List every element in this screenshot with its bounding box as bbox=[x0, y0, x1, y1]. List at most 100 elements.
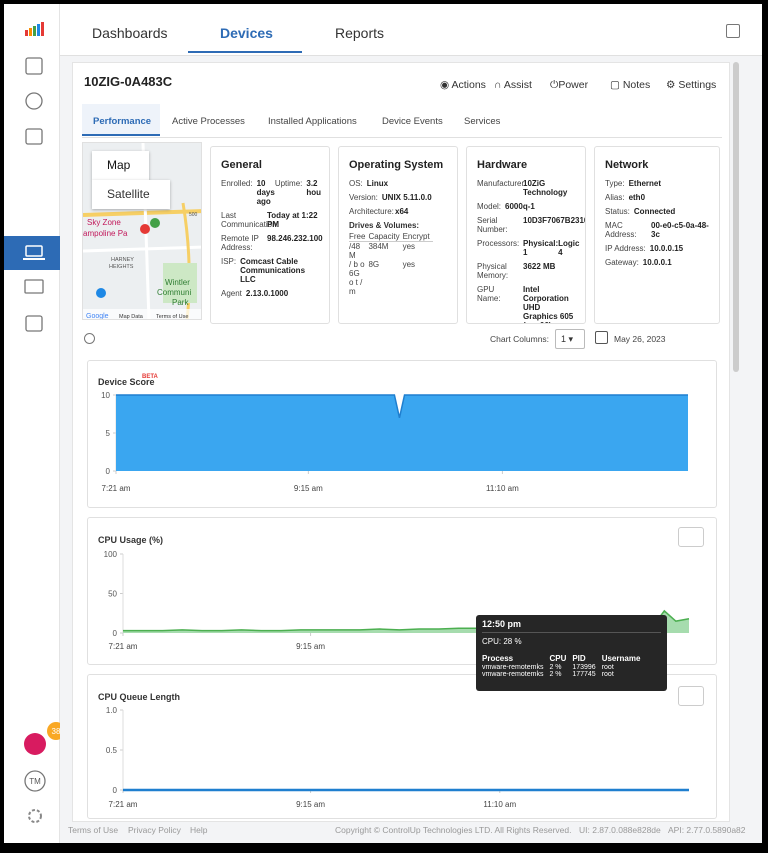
chart-card: Device Score BETA 0 5 10 7:21 am 9:15 am 11:10 … bbox=[87, 360, 717, 508]
drives-cell: yes bbox=[402, 260, 416, 269]
scrollbar[interactable] bbox=[733, 62, 739, 372]
tooltip-table: Process CPU PID Username vmware-remotemks 2 %… bbox=[482, 654, 646, 678]
nav-icon[interactable] bbox=[25, 57, 43, 75]
nav-icon[interactable] bbox=[25, 315, 43, 332]
info-label: Model: bbox=[477, 202, 502, 211]
subtab[interactable]: Services bbox=[464, 116, 501, 127]
tooltip-header-cell: Username bbox=[601, 654, 641, 663]
map-type-button[interactable]: Satellite bbox=[92, 180, 170, 209]
info-row: Enrolled: 10 days ago Uptime: 3.2 hou bbox=[221, 179, 321, 206]
tooltip-header-cell: CPU bbox=[549, 654, 567, 663]
action-label: Assist bbox=[503, 79, 532, 91]
y-tick-label: 100 bbox=[104, 550, 118, 559]
info-value: 10.0.0.15 bbox=[649, 244, 684, 253]
info-value: 00-e0-c5-0a-48-3c bbox=[651, 221, 709, 239]
info-value: 98.246.232.100 bbox=[267, 234, 323, 243]
info-label: Processors: bbox=[477, 239, 520, 248]
info-row: Gateway: 10.0.0.1 bbox=[605, 258, 711, 267]
info-label: Uptime: bbox=[274, 179, 303, 188]
chart-title: Device Score bbox=[98, 377, 155, 387]
layout-icon[interactable] bbox=[726, 24, 740, 38]
alert-button[interactable] bbox=[678, 527, 704, 547]
top-nav bbox=[60, 4, 762, 56]
tooltip-cell: vmware-remotemks bbox=[482, 664, 544, 671]
road-sign: 500 bbox=[189, 212, 198, 218]
map-label: Sky Zone bbox=[87, 218, 121, 227]
info-label: GPU Name: bbox=[477, 285, 501, 303]
map-label: HARNEY bbox=[111, 257, 134, 263]
drives-header-cell: Capacity bbox=[368, 232, 403, 242]
info-label: Version: bbox=[349, 193, 378, 202]
subtab-active[interactable]: Performance bbox=[93, 116, 152, 127]
info-value: Connected bbox=[633, 207, 676, 216]
action[interactable]: ∩ Assist bbox=[494, 79, 532, 91]
subtab[interactable]: Active Processes bbox=[172, 116, 245, 127]
info-value: Intel Corporation UHD Graphics 605 (rev … bbox=[523, 285, 574, 323]
map[interactable]: Sky Zone ampoline Pa HARNEY HEIGHTS Wint… bbox=[82, 142, 202, 320]
info-label: Architecture: bbox=[349, 207, 394, 216]
tooltip-cell: root bbox=[601, 664, 614, 671]
active-nav[interactable] bbox=[4, 236, 60, 270]
subtab-divider bbox=[82, 137, 722, 138]
action[interactable]: ▢ Notes bbox=[610, 79, 651, 91]
date[interactable]: May 26, 2023 bbox=[614, 334, 666, 344]
y-tick-label: 1.0 bbox=[106, 706, 118, 715]
info-row: Physical Memory: 3622 MB bbox=[477, 262, 577, 280]
info-label: Last Communication: bbox=[221, 211, 279, 229]
nav-tab-active[interactable]: Devices bbox=[220, 25, 273, 41]
avatar[interactable] bbox=[24, 770, 46, 792]
info-value: eth0 bbox=[628, 193, 646, 202]
notifications-icon[interactable] bbox=[24, 733, 46, 755]
info-value: Ethernet bbox=[628, 179, 662, 188]
tab-underline bbox=[188, 51, 302, 53]
card-title: Operating System bbox=[349, 159, 444, 171]
info-label: Physical Memory: bbox=[477, 262, 509, 280]
beta-badge: BETA bbox=[142, 374, 159, 380]
footer-link[interactable]: Terms of Use bbox=[68, 825, 119, 835]
pin bbox=[140, 224, 150, 234]
tooltip-cell: 173996 bbox=[572, 664, 596, 671]
drives-header: Free Capacity Encrypt bbox=[349, 232, 433, 242]
columns-value: 1 bbox=[561, 334, 567, 344]
subtab[interactable]: Installed Applications bbox=[268, 116, 357, 127]
nav-tab[interactable]: Dashboards bbox=[92, 25, 168, 41]
settings-icon[interactable] bbox=[28, 809, 42, 823]
x-tick-label: 9:15 am bbox=[296, 800, 325, 809]
tooltip-cell: 2 % bbox=[549, 671, 562, 678]
info-row: Type: Ethernet bbox=[605, 179, 711, 188]
devices-icon bbox=[25, 245, 43, 257]
action[interactable]: ◉ Actions bbox=[440, 79, 486, 91]
info-value: x64 bbox=[395, 207, 409, 216]
tooltip-summary: CPU: 28 % bbox=[482, 637, 522, 646]
footer-link[interactable]: Help bbox=[190, 825, 208, 835]
footer-link[interactable]: Privacy Policy bbox=[128, 825, 181, 835]
info-value: 10ZiG Technology bbox=[523, 179, 568, 197]
info-label: Remote IP Address: bbox=[221, 234, 259, 252]
info-label: IP Address: bbox=[605, 244, 646, 253]
columns-select[interactable]: 1 ▾ bbox=[555, 329, 585, 349]
alert-button[interactable] bbox=[678, 686, 704, 706]
action[interactable]: ⚙ Settings bbox=[666, 79, 717, 91]
calendar-icon[interactable] bbox=[595, 331, 608, 344]
x-tick-label: 7:21 am bbox=[109, 800, 138, 809]
card-title: Network bbox=[605, 159, 649, 171]
info-icon[interactable] bbox=[84, 333, 95, 344]
info-row: Remote IP Address: 98.246.232.100 bbox=[221, 234, 323, 252]
map-footer-text[interactable]: Terms of Use bbox=[156, 314, 188, 320]
info-label: MAC Address: bbox=[605, 221, 637, 239]
info-value: 2.13.0.1000 bbox=[245, 289, 289, 298]
nav-icon[interactable] bbox=[25, 128, 43, 145]
nav-icon[interactable] bbox=[25, 92, 43, 110]
nav-icon[interactable] bbox=[24, 279, 44, 294]
drives-table: Free Capacity Encrypt/48M 384M yes / b o6G o … bbox=[349, 232, 433, 296]
x-tick-label: 7:21 am bbox=[102, 484, 131, 493]
action[interactable]: ⏻Power bbox=[550, 79, 589, 91]
drives-cell: 8G bbox=[368, 260, 380, 269]
chart-card: CPU Queue Length 0 0.5 1.0 7:21 am 9:15 am 11:… bbox=[87, 674, 717, 819]
y-tick-label: 10 bbox=[101, 391, 110, 400]
subtab[interactable]: Device Events bbox=[382, 116, 443, 127]
nav-tab[interactable]: Reports bbox=[335, 25, 385, 41]
map-type-button[interactable]: Map bbox=[92, 151, 149, 180]
pin bbox=[96, 288, 106, 298]
